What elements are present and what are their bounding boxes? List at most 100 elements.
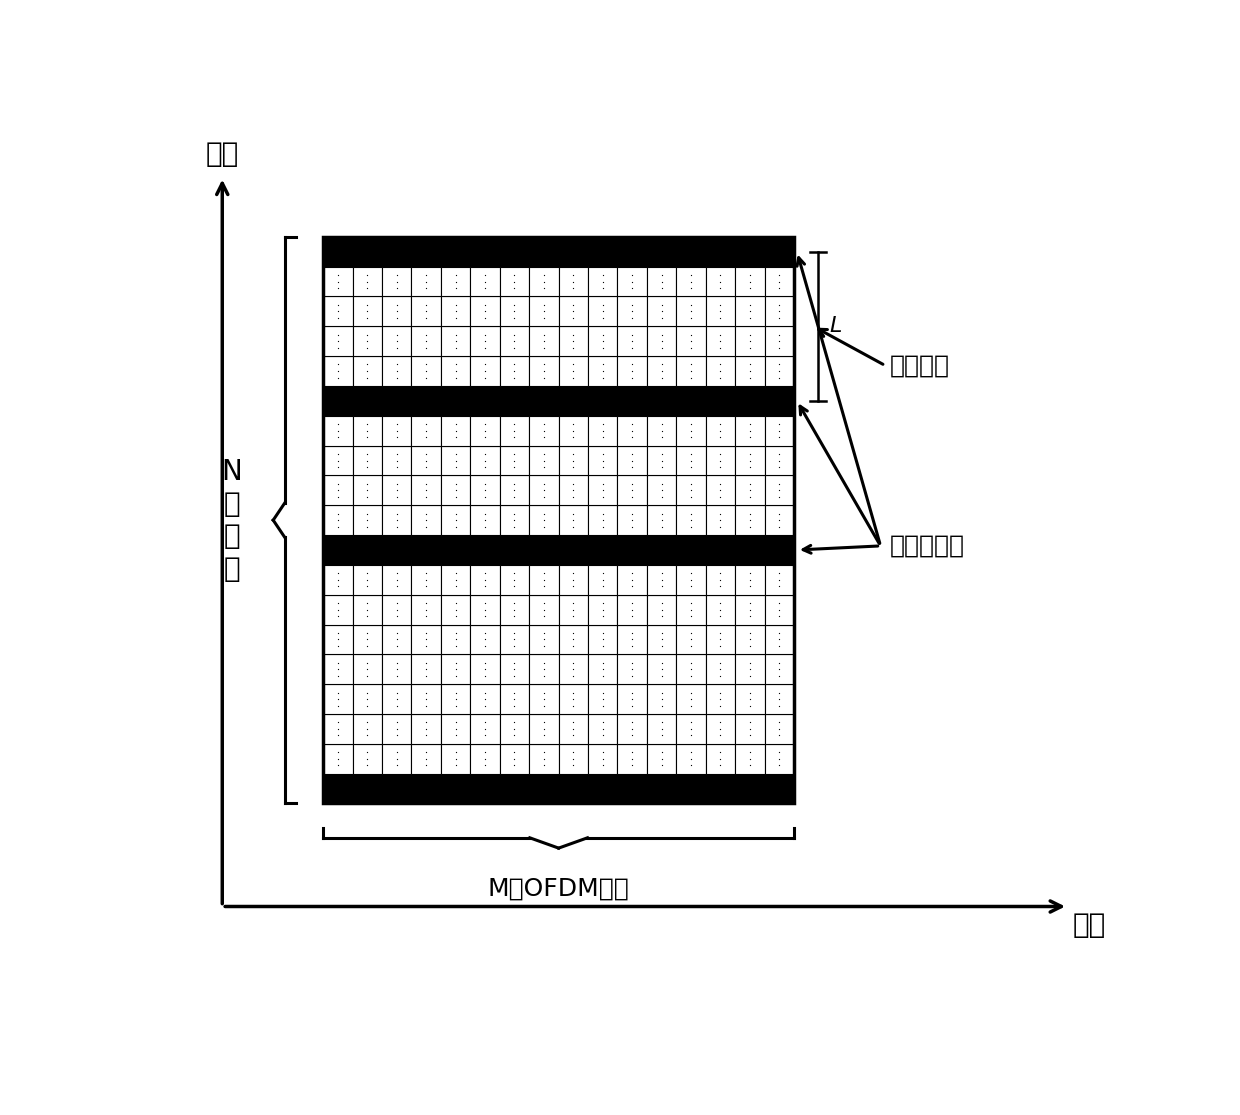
Bar bbox=[735, 594, 765, 624]
Bar bbox=[382, 416, 412, 446]
Bar bbox=[324, 446, 352, 475]
Bar bbox=[706, 594, 735, 624]
Bar bbox=[647, 356, 676, 386]
Bar bbox=[529, 475, 558, 505]
Bar bbox=[588, 505, 618, 535]
Bar bbox=[412, 327, 441, 356]
Bar bbox=[676, 475, 706, 505]
Bar bbox=[500, 266, 529, 297]
Bar bbox=[412, 685, 441, 714]
Bar bbox=[618, 624, 647, 655]
Bar bbox=[676, 356, 706, 386]
Bar bbox=[735, 327, 765, 356]
Bar bbox=[324, 744, 352, 774]
Bar bbox=[735, 565, 765, 594]
Bar bbox=[470, 446, 500, 475]
Bar bbox=[529, 446, 558, 475]
Bar bbox=[470, 416, 500, 446]
Bar bbox=[500, 655, 529, 685]
Bar bbox=[618, 297, 647, 327]
Bar bbox=[382, 446, 412, 475]
Bar bbox=[765, 565, 794, 594]
Bar bbox=[324, 655, 352, 685]
Bar bbox=[441, 297, 470, 327]
Bar bbox=[529, 356, 558, 386]
Bar bbox=[618, 327, 647, 356]
Bar bbox=[324, 505, 352, 535]
Bar bbox=[412, 744, 441, 774]
Bar bbox=[618, 266, 647, 297]
Bar bbox=[412, 505, 441, 535]
Bar bbox=[588, 685, 618, 714]
Bar bbox=[765, 327, 794, 356]
Bar bbox=[529, 714, 558, 744]
Bar bbox=[470, 624, 500, 655]
Bar bbox=[559, 297, 588, 327]
Text: M个OFDM符号: M个OFDM符号 bbox=[487, 876, 630, 901]
Bar bbox=[618, 475, 647, 505]
Bar bbox=[647, 685, 676, 714]
Bar bbox=[441, 356, 470, 386]
Bar bbox=[500, 594, 529, 624]
Bar bbox=[324, 416, 352, 446]
Bar bbox=[676, 744, 706, 774]
Bar bbox=[412, 475, 441, 505]
Bar bbox=[529, 655, 558, 685]
Bar bbox=[765, 685, 794, 714]
Bar bbox=[588, 446, 618, 475]
Bar bbox=[441, 475, 470, 505]
Bar bbox=[559, 624, 588, 655]
Bar bbox=[352, 655, 382, 685]
Bar bbox=[559, 594, 588, 624]
Bar bbox=[735, 446, 765, 475]
Bar bbox=[470, 356, 500, 386]
Text: 频率: 频率 bbox=[206, 140, 239, 168]
Bar bbox=[352, 505, 382, 535]
Bar bbox=[676, 594, 706, 624]
Bar bbox=[324, 535, 794, 565]
Bar bbox=[559, 655, 588, 685]
Bar bbox=[588, 356, 618, 386]
Bar bbox=[529, 327, 558, 356]
Bar bbox=[324, 624, 352, 655]
Bar bbox=[441, 565, 470, 594]
Bar bbox=[441, 744, 470, 774]
Bar bbox=[618, 655, 647, 685]
Bar bbox=[559, 565, 588, 594]
Bar bbox=[735, 505, 765, 535]
Bar bbox=[324, 714, 352, 744]
Bar bbox=[324, 236, 794, 266]
Bar bbox=[647, 297, 676, 327]
Bar bbox=[588, 594, 618, 624]
Bar bbox=[765, 475, 794, 505]
Bar bbox=[706, 416, 735, 446]
Bar bbox=[706, 446, 735, 475]
Bar bbox=[618, 565, 647, 594]
Bar bbox=[559, 356, 588, 386]
Bar bbox=[706, 714, 735, 744]
Bar bbox=[382, 714, 412, 744]
Bar bbox=[441, 416, 470, 446]
Bar bbox=[324, 356, 352, 386]
Bar bbox=[618, 714, 647, 744]
Bar bbox=[529, 565, 558, 594]
Bar bbox=[529, 624, 558, 655]
Bar bbox=[382, 624, 412, 655]
Bar bbox=[735, 655, 765, 685]
Bar bbox=[352, 266, 382, 297]
Bar bbox=[412, 266, 441, 297]
Bar bbox=[470, 327, 500, 356]
Bar bbox=[559, 416, 588, 446]
Bar bbox=[500, 475, 529, 505]
Bar bbox=[647, 505, 676, 535]
Bar bbox=[382, 744, 412, 774]
Bar bbox=[441, 594, 470, 624]
Bar bbox=[588, 475, 618, 505]
Bar bbox=[324, 386, 794, 416]
Bar bbox=[470, 744, 500, 774]
Bar bbox=[647, 266, 676, 297]
Bar bbox=[500, 327, 529, 356]
Bar bbox=[529, 416, 558, 446]
Bar bbox=[500, 505, 529, 535]
Bar bbox=[676, 624, 706, 655]
